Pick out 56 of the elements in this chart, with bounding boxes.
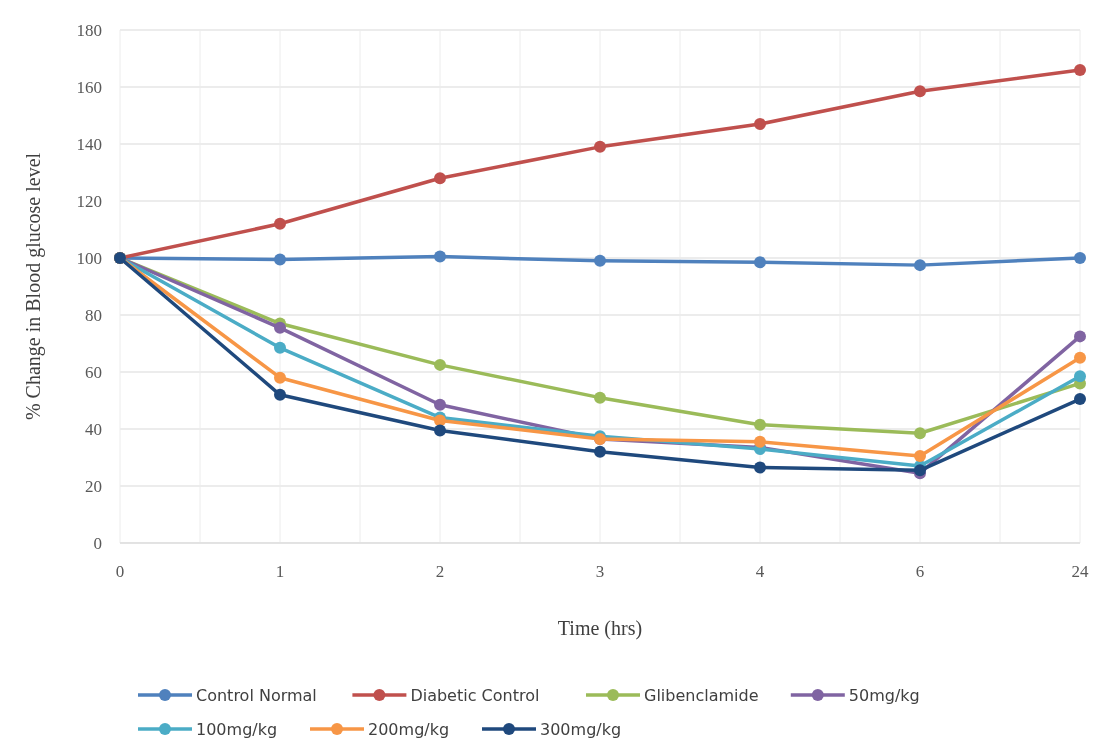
- legend-label: 100mg/kg: [196, 719, 278, 739]
- point: [1074, 370, 1086, 383]
- point: [594, 445, 606, 458]
- point: [274, 321, 286, 334]
- x-tick-label: 2: [435, 562, 445, 581]
- point: [274, 341, 286, 354]
- legend-label: 300mg/kg: [540, 719, 622, 739]
- point: [434, 250, 446, 263]
- point: [1074, 330, 1086, 343]
- point: [594, 391, 606, 404]
- legend-label: Control Normal: [196, 685, 317, 705]
- x-tick-label: 3: [595, 562, 605, 581]
- y-tick-label: 20: [85, 476, 102, 496]
- y-tick-label: 120: [76, 191, 102, 211]
- y-tick-label: 100: [76, 248, 102, 268]
- point: [274, 388, 286, 401]
- point: [754, 435, 766, 448]
- y-tick-label: 140: [76, 134, 102, 154]
- point: [594, 254, 606, 267]
- y-axis-title: % Change in Blood glucose level: [22, 152, 45, 421]
- legend-label: Diabetic Control: [410, 685, 540, 705]
- y-tick-label: 0: [93, 533, 102, 553]
- point: [754, 118, 766, 131]
- point: [274, 217, 286, 230]
- point: [274, 253, 286, 266]
- point: [434, 424, 446, 437]
- y-tick-label: 180: [76, 20, 102, 40]
- legend-label: 200mg/kg: [368, 719, 450, 739]
- x-tick-label: 24: [1071, 562, 1089, 581]
- point: [274, 371, 286, 384]
- point: [434, 358, 446, 371]
- legend-label: 50mg/kg: [848, 685, 920, 705]
- point: [754, 256, 766, 269]
- point: [434, 172, 446, 185]
- point: [1074, 252, 1086, 264]
- point: [1074, 393, 1086, 406]
- point: [754, 418, 766, 431]
- x-tick-label: 1: [275, 562, 285, 581]
- point: [914, 450, 926, 463]
- legend-label: Glibenclamide: [644, 685, 759, 705]
- point: [914, 85, 926, 98]
- point: [594, 140, 606, 153]
- x-axis-title: Time (hrs): [557, 617, 643, 640]
- y-tick-label: 160: [76, 77, 102, 97]
- point: [1074, 351, 1086, 364]
- y-tick-label: 80: [85, 305, 102, 325]
- x-tick-label: 6: [915, 562, 925, 581]
- point: [754, 461, 766, 474]
- point: [914, 259, 926, 272]
- y-tick-label: 40: [85, 419, 102, 439]
- x-tick-label: 4: [755, 562, 765, 581]
- y-tick-label: 60: [85, 362, 102, 382]
- point: [914, 427, 926, 440]
- point: [434, 398, 446, 411]
- x-tick-label: 0: [115, 562, 125, 581]
- point: [1074, 63, 1086, 76]
